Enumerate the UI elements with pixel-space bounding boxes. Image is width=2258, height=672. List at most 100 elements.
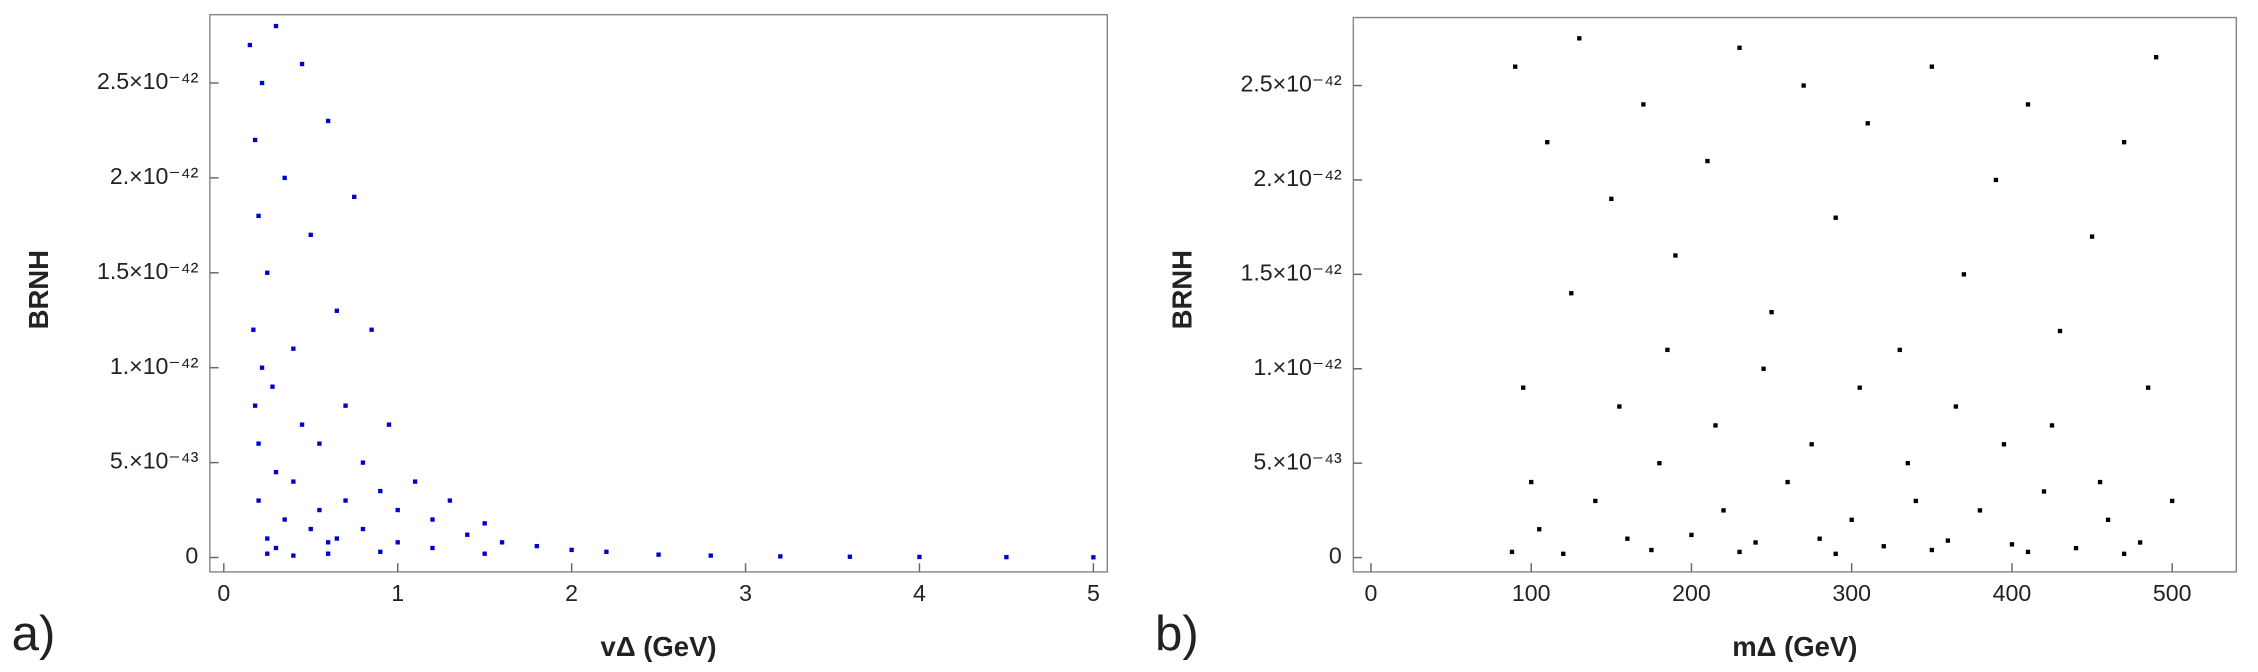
point — [299, 61, 305, 67]
y-axis-label: BRNH — [23, 250, 54, 329]
point — [778, 554, 783, 559]
point — [2041, 489, 2047, 494]
y-tick-label: 2.5×10⁻⁴² — [97, 68, 199, 94]
point — [2121, 551, 2127, 556]
point — [534, 543, 540, 549]
y-tick-label: 0 — [185, 543, 198, 569]
x-tick-label: 0 — [217, 580, 230, 606]
x-tick-label: 4 — [913, 580, 926, 606]
point — [325, 540, 331, 545]
point — [325, 551, 331, 556]
point — [412, 479, 418, 484]
y-tick-label: 2.5×10⁻⁴² — [1240, 71, 1342, 97]
point — [1961, 272, 1967, 277]
point — [1657, 461, 1662, 466]
point — [265, 270, 270, 275]
point — [1529, 479, 1534, 485]
point — [256, 498, 261, 503]
point — [265, 536, 270, 541]
point — [273, 545, 279, 551]
point — [1609, 196, 1614, 201]
point — [1673, 253, 1678, 258]
point — [708, 553, 713, 558]
point — [1537, 527, 1542, 532]
point — [1801, 83, 1806, 88]
point — [1641, 102, 1646, 107]
point — [308, 232, 313, 238]
panel-label: b) — [1155, 606, 1199, 661]
x-tick-label: 200 — [1672, 580, 1711, 606]
point — [291, 346, 296, 351]
point — [395, 540, 400, 545]
point — [252, 137, 258, 143]
point — [447, 498, 453, 503]
point — [1897, 347, 1902, 353]
point — [2153, 55, 2159, 60]
y-tick-label: 1.×10⁻⁴² — [110, 353, 199, 379]
x-tick-label: 1 — [391, 580, 404, 606]
point — [1865, 121, 1870, 126]
point — [378, 488, 383, 494]
point — [2025, 102, 2031, 107]
point — [1705, 158, 1710, 164]
point — [482, 551, 487, 556]
point — [1545, 140, 1550, 145]
point — [1509, 549, 1515, 555]
point — [569, 547, 574, 553]
x-tick-label: 5 — [1087, 580, 1100, 606]
point — [2121, 140, 2127, 145]
point — [2145, 385, 2151, 390]
point — [1809, 442, 1814, 447]
point — [465, 532, 470, 537]
point — [395, 507, 400, 513]
point — [247, 42, 253, 48]
point — [1665, 347, 1670, 353]
point — [270, 384, 275, 389]
point — [325, 118, 331, 124]
point — [360, 460, 366, 465]
point — [273, 23, 279, 29]
point — [1004, 554, 1009, 560]
point — [2170, 498, 2175, 504]
point — [1945, 538, 1951, 543]
point — [1625, 536, 1630, 541]
point — [1513, 64, 1518, 69]
point — [2057, 328, 2063, 334]
point — [1785, 479, 1790, 485]
y-tick-label: 5.×10⁻⁴³ — [110, 448, 199, 474]
point — [1569, 291, 1574, 296]
point — [1833, 215, 1838, 220]
y-tick-label: 2.×10⁻⁴² — [110, 163, 199, 189]
point — [1521, 385, 1526, 390]
point — [1737, 45, 1742, 50]
point — [273, 469, 279, 475]
x-tick-label: 100 — [1512, 580, 1551, 606]
point — [1929, 547, 1934, 553]
point — [1993, 177, 1999, 183]
y-tick-label: 0 — [1329, 543, 1342, 569]
point — [656, 552, 661, 557]
x-tick-label: 2 — [565, 580, 578, 606]
point — [1977, 508, 1983, 513]
point — [1857, 385, 1862, 390]
point — [1769, 309, 1774, 315]
point — [291, 479, 296, 484]
point — [265, 551, 270, 556]
point — [308, 526, 313, 532]
point — [2105, 517, 2111, 522]
point — [430, 545, 435, 551]
point — [1091, 555, 1096, 560]
point — [369, 327, 374, 332]
point — [1649, 547, 1654, 553]
point — [1593, 498, 1598, 504]
point — [252, 403, 258, 408]
point — [352, 194, 357, 200]
point — [1913, 498, 1918, 504]
plot-frame — [1352, 16, 2238, 573]
point — [386, 422, 392, 427]
point — [1849, 517, 1854, 522]
point — [282, 517, 287, 522]
point — [1753, 540, 1758, 545]
